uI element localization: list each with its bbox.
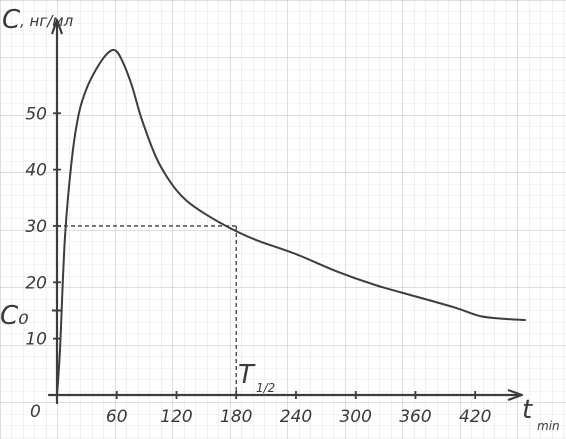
x-axis-label: t: [522, 395, 533, 425]
y-tick-label: 10: [25, 330, 47, 350]
x-tick-label: 180: [220, 407, 252, 427]
x-tick-label: 420: [459, 407, 491, 427]
x-axis-arrow: [507, 388, 524, 402]
x-tick-label: 60: [106, 407, 128, 427]
concentration-curve: [56, 48, 526, 396]
half-life-guides: [57, 225, 237, 395]
x-tick-label: 240: [280, 407, 312, 427]
x-axis-sub: min: [537, 419, 560, 433]
y-tick-label: 40: [25, 161, 47, 181]
y-axis-arrow: [50, 18, 64, 35]
x-tick-labels: 60 120 180 240 300 360 420: [106, 407, 492, 427]
c0-annotation: C₀: [0, 301, 29, 331]
x-tick-label: 300: [339, 407, 371, 427]
half-life-sub: 1/2: [256, 381, 275, 395]
y-tick-label: 50: [25, 104, 47, 124]
x-tick-label: 360: [399, 407, 431, 427]
y-tick-label: 20: [25, 273, 47, 293]
x-tick-label: 120: [160, 407, 192, 427]
y-tick-labels: 10 20 30 40 50: [25, 104, 47, 349]
half-life-label: T: [238, 360, 256, 390]
y-axis-unit: , нг/мл: [20, 12, 74, 30]
y-tick-label: 30: [25, 217, 47, 237]
series-layer: [56, 48, 526, 396]
origin-label: 0: [30, 402, 41, 422]
y-axis-label: C: [2, 5, 21, 35]
